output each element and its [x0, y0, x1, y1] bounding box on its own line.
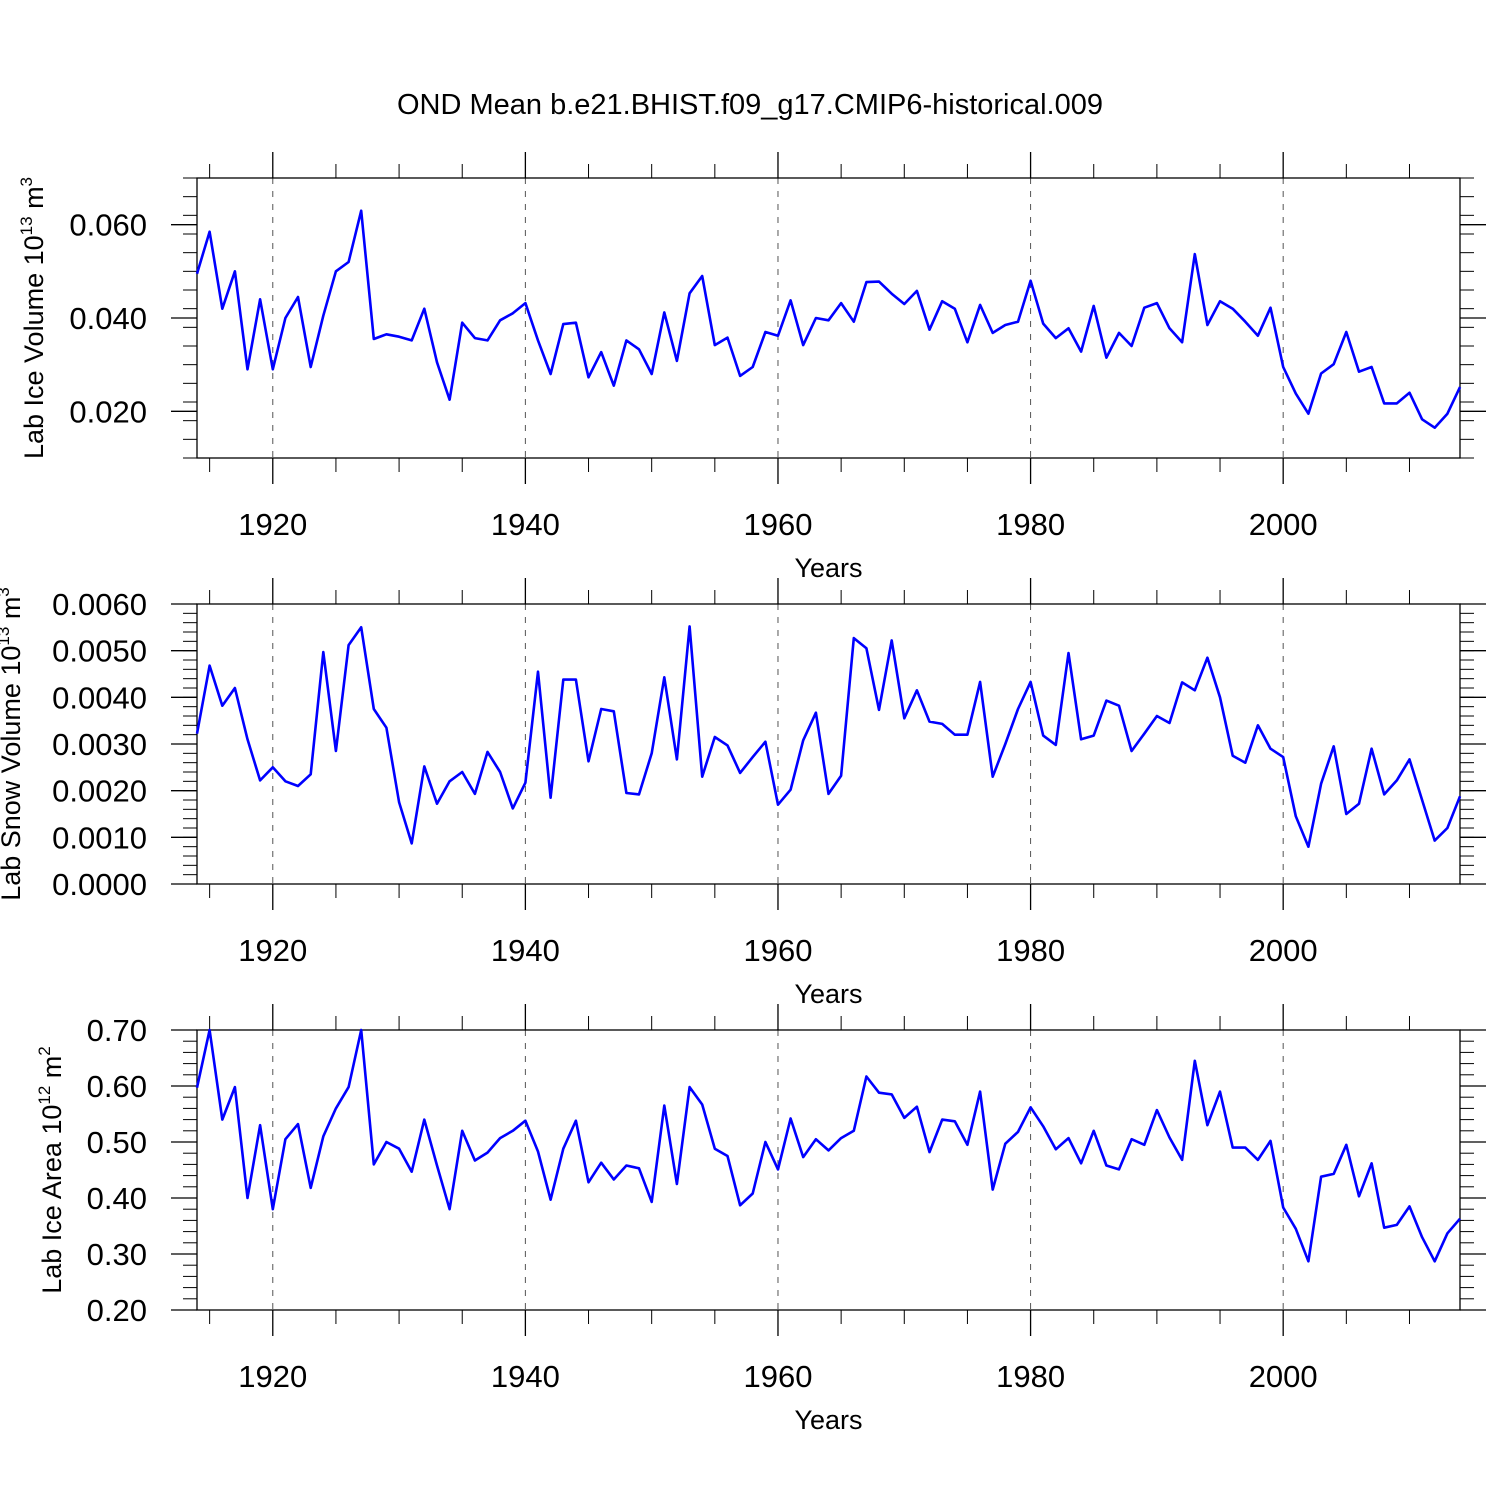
x-axis-title: Years — [794, 1405, 862, 1435]
y-axis-title: Lab Ice Volume 1013 m3 — [17, 177, 49, 459]
ice-volume-panel: 1920 1940 1960 1980 2000 0.020 0.040 0.060 Years… — [17, 152, 1486, 583]
y-axis-title-base: Lab Ice Area 10 — [37, 1105, 67, 1294]
x-tick-label-1960: 1960 — [743, 507, 812, 542]
y-tick-label-0.0040: 0.0040 — [52, 680, 147, 715]
series-line — [195, 1028, 1461, 1263]
y-axis-title-unit: m — [19, 186, 49, 216]
y-tick-label-0.0060: 0.0060 — [52, 587, 147, 622]
chart-title: OND Mean b.e21.BHIST.f09_g17.CMIP6-histo… — [397, 89, 1103, 121]
y-tick-label-0.30: 0.30 — [87, 1237, 147, 1272]
x-tick-label-2000: 2000 — [1249, 507, 1318, 542]
y-axis-title: Lab Ice Area 1012 m2 — [35, 1046, 67, 1294]
y-axis-title-exponent: 13 — [17, 216, 36, 235]
snow-volume-panel: 1920 1940 1960 1980 2000 0.0000 0.0010 0.0020 0.… — [0, 578, 1486, 1009]
plot-frame — [196, 177, 1461, 459]
y-axis-title-exponent: 13 — [0, 627, 13, 646]
x-tick-label-1980: 1980 — [996, 1359, 1065, 1394]
x-tick-label-1940: 1940 — [491, 933, 560, 968]
x-tick-label-1920: 1920 — [238, 933, 307, 968]
y-tick-label-0.040: 0.040 — [69, 301, 147, 336]
y-tick-label-0.60: 0.60 — [87, 1069, 147, 1104]
x-tick-label-2000: 2000 — [1249, 933, 1318, 968]
y-tick-label-0.060: 0.060 — [69, 208, 147, 243]
x-axis-title: Years — [794, 979, 862, 1009]
y-tick-label-0.0010: 0.0010 — [52, 820, 147, 855]
y-tick-label-0.0030: 0.0030 — [52, 727, 147, 762]
plot-frame — [196, 603, 1461, 885]
x-tick-label-1980: 1980 — [996, 507, 1065, 542]
x-tick-label-2000: 2000 — [1249, 1359, 1318, 1394]
y-axis-title-exponent: 12 — [35, 1086, 54, 1105]
y-axis-title-unit-exponent: 2 — [35, 1046, 54, 1055]
series-line — [195, 209, 1462, 430]
x-tick-label-1960: 1960 — [743, 1359, 812, 1394]
y-tick-label-0.0020: 0.0020 — [52, 774, 147, 809]
x-tick-label-1920: 1920 — [238, 507, 307, 542]
y-tick-label-0.40: 0.40 — [87, 1181, 147, 1216]
y-axis-title-unit-exponent: 3 — [17, 177, 36, 186]
y-axis-title-base: Lab Ice Volume 10 — [19, 235, 49, 459]
y-tick-label-0.70: 0.70 — [87, 1013, 147, 1048]
x-axis-title: Years — [794, 553, 862, 583]
series-line — [195, 625, 1462, 849]
x-tick-label-1940: 1940 — [491, 507, 560, 542]
y-tick-label-0.0000: 0.0000 — [52, 867, 147, 902]
x-tick-label-1940: 1940 — [491, 1359, 560, 1394]
y-axis-title-unit-exponent: 3 — [0, 587, 13, 596]
x-tick-label-1920: 1920 — [238, 1359, 307, 1394]
y-tick-label-0.50: 0.50 — [87, 1125, 147, 1160]
y-axis-title: Lab Snow Volume 1013 m3 — [0, 587, 26, 901]
y-axis-title-base: Lab Snow Volume 10 — [0, 646, 26, 901]
ice-area-panel: 1920 1940 1960 1980 2000 0.20 0.30 0.40 0.50 0.60… — [35, 1004, 1486, 1435]
y-tick-label-0.0050: 0.0050 — [52, 634, 147, 669]
x-tick-label-1960: 1960 — [743, 933, 812, 968]
y-axis-title-unit: m — [0, 597, 26, 627]
y-axis-title-unit: m — [37, 1056, 67, 1086]
plot-frame — [196, 1029, 1461, 1311]
y-tick-label-0.020: 0.020 — [69, 394, 147, 429]
x-tick-label-1980: 1980 — [996, 933, 1065, 968]
y-tick-label-0.20: 0.20 — [87, 1293, 147, 1328]
